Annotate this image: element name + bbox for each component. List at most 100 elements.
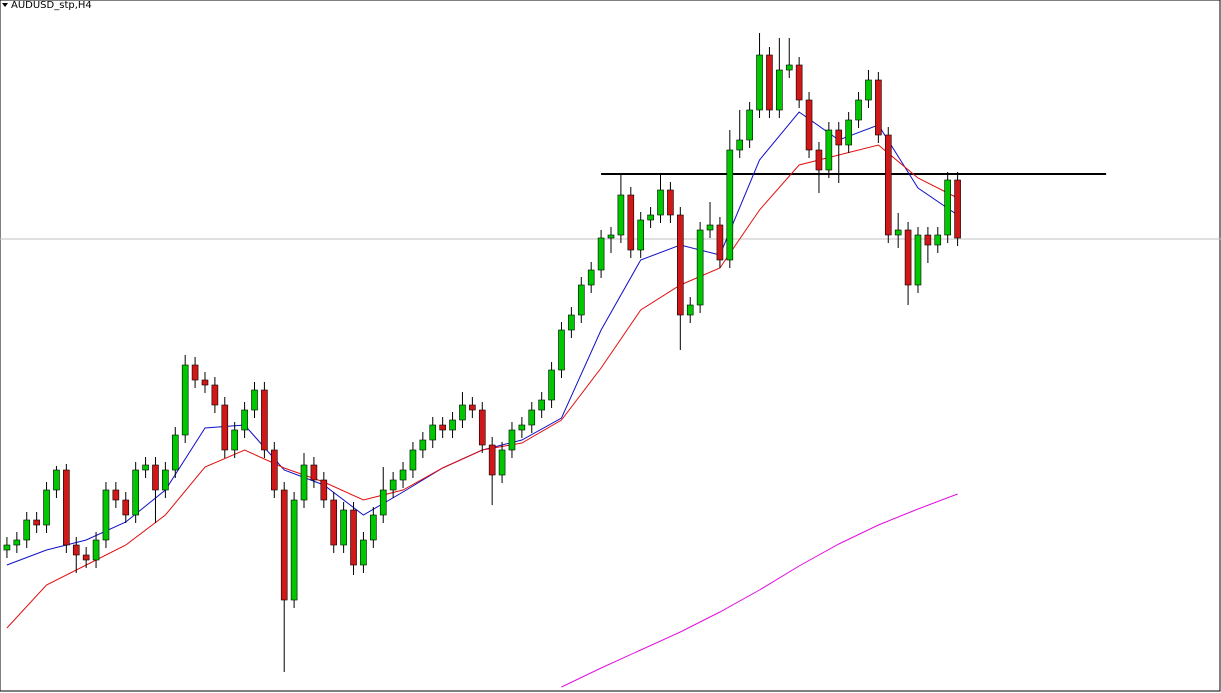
moving-average <box>561 493 958 688</box>
candle-body <box>201 379 209 386</box>
candle-body <box>904 229 912 286</box>
candle-body <box>370 514 377 541</box>
symbol-menu-arrow[interactable] <box>2 3 8 7</box>
candle-body <box>152 464 159 491</box>
candle-body <box>736 139 744 151</box>
candle-body <box>389 479 397 491</box>
candle-body <box>92 539 100 561</box>
candle-body <box>756 54 763 111</box>
candle-body <box>63 469 70 546</box>
candle-body <box>419 439 427 451</box>
candle-body <box>330 499 338 546</box>
candle-body <box>518 424 526 431</box>
candle-body <box>785 64 793 71</box>
candle-body <box>716 224 724 261</box>
candle-body <box>211 384 219 406</box>
candle-body <box>934 234 942 246</box>
candle-body <box>429 424 437 441</box>
candle-body <box>776 69 783 111</box>
candle-body <box>231 429 238 451</box>
candle-body <box>498 449 506 476</box>
candle-body <box>617 194 625 236</box>
candle-body <box>399 469 407 481</box>
candle-body <box>478 409 486 446</box>
candle-body <box>300 464 308 501</box>
candle-body <box>191 364 199 381</box>
candle-body <box>271 449 278 491</box>
candle-body <box>647 214 654 221</box>
candle-body <box>132 469 139 516</box>
candle-body <box>43 489 50 526</box>
candle-body <box>340 509 347 546</box>
candle-body <box>766 54 773 111</box>
candle-body <box>815 149 823 171</box>
candle-body <box>53 469 60 491</box>
candle-body <box>825 129 833 171</box>
candle-body <box>884 134 892 236</box>
candle-body <box>686 304 694 316</box>
candle-body <box>597 237 605 271</box>
chart-title: AUDUSD_stp,H4 <box>11 0 92 11</box>
candle-body <box>855 99 862 121</box>
candle-body <box>944 179 951 236</box>
candle-body <box>795 64 803 101</box>
candle-body <box>667 189 674 216</box>
candle-body <box>102 489 110 541</box>
candle-body <box>449 419 456 431</box>
candle-body <box>171 434 179 471</box>
candle-body <box>746 109 753 141</box>
candle-body <box>320 479 328 501</box>
candle-body <box>261 389 268 451</box>
candle-body <box>280 489 288 601</box>
candle-body <box>23 519 31 541</box>
candle-body <box>706 224 714 231</box>
candle-body <box>181 364 189 436</box>
candle-body <box>3 544 11 551</box>
candle-body <box>82 554 90 561</box>
candle-body <box>72 544 80 556</box>
candle-body <box>360 539 367 566</box>
candle-body <box>122 499 130 516</box>
candle-body <box>627 194 635 251</box>
candle-body <box>587 269 595 286</box>
candle-body <box>914 234 922 286</box>
candle-body <box>142 464 149 471</box>
candle-body <box>894 229 902 236</box>
candle-body <box>439 424 446 431</box>
candle-body <box>845 119 852 146</box>
candle-body <box>538 399 545 411</box>
candle-body <box>350 509 357 566</box>
candle-body <box>637 219 645 251</box>
candle-body <box>696 229 704 306</box>
candle-body <box>835 129 843 146</box>
candle-body <box>221 404 229 451</box>
candle-body <box>488 444 496 476</box>
candle-body <box>954 179 961 239</box>
candle-body <box>508 429 516 451</box>
candle-body <box>112 489 120 501</box>
candle-body <box>528 409 536 426</box>
candle-body <box>469 404 476 411</box>
candle-body <box>558 329 565 371</box>
candle-body <box>875 79 882 136</box>
candle-body <box>607 234 615 239</box>
candle-body <box>677 214 684 316</box>
candle-body <box>577 284 585 316</box>
candle-body <box>290 499 298 601</box>
candle-body <box>241 409 248 431</box>
candle-body <box>162 469 169 491</box>
candle-body <box>251 389 258 411</box>
candle-body <box>459 404 466 421</box>
candle-body <box>726 149 734 261</box>
candle-body <box>865 79 872 101</box>
candle-body <box>568 314 575 331</box>
candle-body <box>924 234 932 246</box>
candle-body <box>657 189 664 216</box>
candle-body <box>310 464 318 481</box>
candle-body <box>548 369 555 401</box>
candle-body <box>379 489 387 516</box>
candle-body <box>805 99 813 151</box>
